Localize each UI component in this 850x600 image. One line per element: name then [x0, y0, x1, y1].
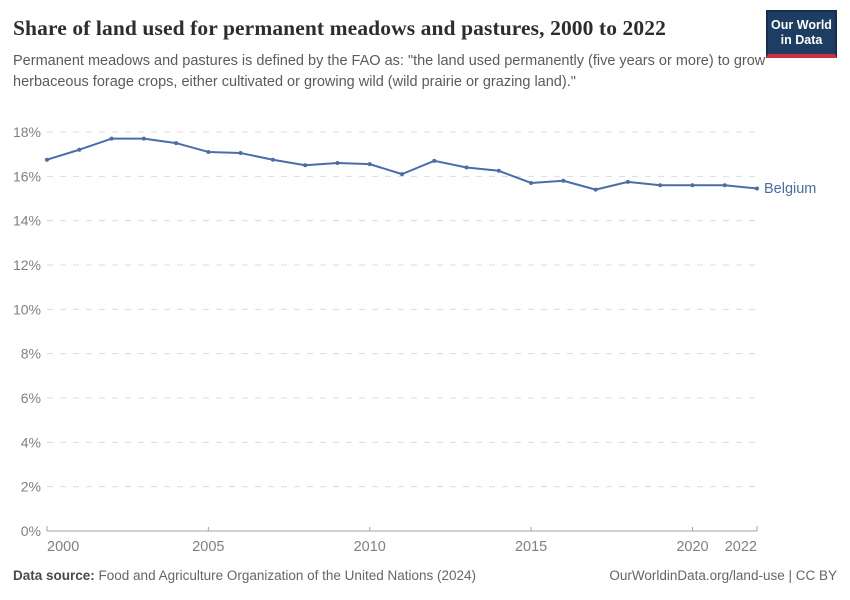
credit-link[interactable]: OurWorldinData.org/land-use — [609, 568, 785, 583]
owid-logo-line2: in Data — [780, 33, 823, 47]
data-point[interactable] — [109, 136, 114, 141]
owid-logo[interactable]: Our World in Data — [766, 10, 837, 58]
data-point[interactable] — [658, 183, 663, 188]
x-axis-tick-label: 2005 — [192, 539, 224, 555]
credit: OurWorldinData.org/land-use | CC BY — [609, 567, 837, 584]
y-axis-tick-label: 4% — [21, 434, 41, 450]
y-axis-tick-label: 16% — [13, 168, 41, 184]
data-point[interactable] — [593, 187, 598, 192]
data-point[interactable] — [141, 136, 146, 141]
data-point[interactable] — [335, 161, 340, 166]
y-axis-tick-label: 10% — [13, 301, 41, 317]
data-point[interactable] — [303, 163, 308, 168]
owid-logo-line1: Our World — [771, 18, 832, 32]
data-source-label: Data source: — [13, 568, 95, 583]
chart-header: Share of land used for permanent meadows… — [13, 10, 837, 93]
chart-title: Share of land used for permanent meadows… — [13, 16, 666, 40]
x-axis-tick-label: 2010 — [354, 539, 386, 555]
data-source: Data source: Food and Agriculture Organi… — [13, 567, 476, 584]
series-end-label[interactable]: Belgium — [764, 181, 816, 197]
y-axis-tick-label: 6% — [21, 390, 41, 406]
data-point[interactable] — [400, 172, 404, 177]
data-point[interactable] — [529, 180, 534, 185]
x-axis-tick-label: 2022 — [725, 539, 757, 555]
data-point[interactable] — [238, 151, 243, 156]
y-axis-tick-label: 12% — [13, 257, 41, 273]
data-point[interactable] — [270, 157, 275, 162]
y-axis-tick-label: 2% — [21, 479, 41, 495]
data-point[interactable] — [755, 186, 759, 191]
chart-subtitle: Permanent meadows and pastures is define… — [13, 53, 766, 90]
series-line[interactable] — [46, 137, 758, 191]
data-point[interactable] — [625, 179, 630, 184]
x-axis-tick-label: 2020 — [676, 539, 708, 555]
data-point[interactable] — [561, 178, 566, 183]
data-point[interactable] — [464, 165, 469, 170]
chart-footer: Data source: Food and Agriculture Organi… — [13, 567, 837, 584]
data-point[interactable] — [206, 149, 211, 154]
data-point[interactable] — [367, 162, 372, 167]
chart-canvas[interactable]: 0% 2% 4% 6% 8% 10% 12% 14% 16% 18% 2000 2005 2010 201… — [0, 118, 850, 568]
data-point[interactable] — [690, 183, 695, 188]
data-point[interactable] — [722, 183, 727, 188]
y-axis-tick-label: 14% — [13, 213, 41, 229]
data-point[interactable] — [77, 147, 82, 152]
y-axis-tick-label: 8% — [21, 346, 41, 362]
x-axis-tick-label: 2000 — [47, 539, 79, 555]
y-axis-tick-label: 18% — [13, 124, 41, 140]
y-axis-tick-label: 0% — [21, 523, 41, 539]
data-source-text: Food and Agriculture Organization of the… — [94, 568, 477, 583]
credit-license: | CC BY — [784, 568, 837, 583]
data-point[interactable] — [174, 141, 179, 146]
data-point[interactable] — [496, 168, 501, 173]
data-point[interactable] — [45, 157, 49, 162]
x-axis-tick-label: 2015 — [515, 539, 547, 555]
data-point[interactable] — [432, 158, 437, 163]
